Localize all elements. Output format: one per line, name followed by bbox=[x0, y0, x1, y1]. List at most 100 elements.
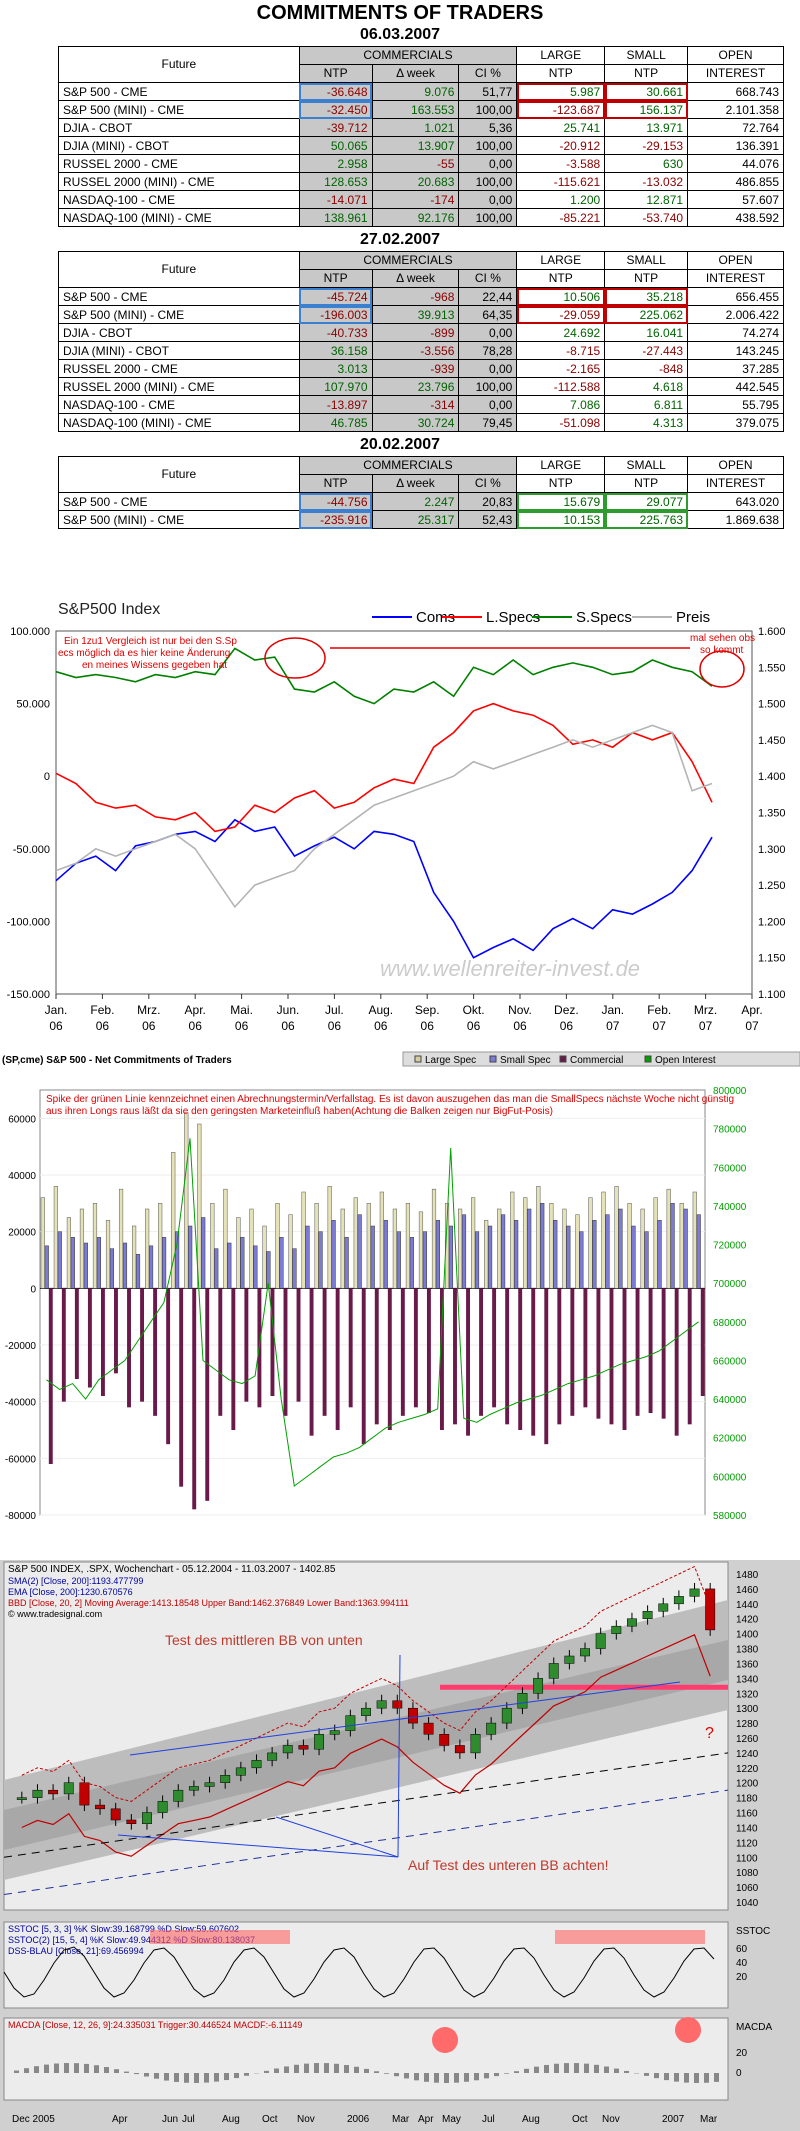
y-tick-label: 1300 bbox=[736, 1704, 759, 1715]
bar-large-spec bbox=[236, 1217, 241, 1289]
y-tick-label: 1220 bbox=[736, 1764, 759, 1775]
y-tick-label: 100.000 bbox=[10, 626, 50, 638]
table-row: DJIA - CBOT -40.733 -899 0,00 24.692 16.041 74… bbox=[58, 323, 784, 342]
bar-commercial bbox=[505, 1288, 510, 1425]
y2-tick-label: 740000 bbox=[713, 1202, 747, 1213]
candle-body bbox=[517, 1693, 528, 1709]
bar-commercial bbox=[166, 1288, 171, 1445]
x-tick-label: Oct bbox=[572, 2114, 588, 2125]
bar-small-spec bbox=[96, 1237, 101, 1289]
cell-ntp: 50.065 bbox=[298, 136, 373, 155]
annotation-bb-mid: Test des mittleren BB von unten bbox=[165, 1632, 363, 1648]
cell-ci: 78,28 bbox=[458, 341, 518, 360]
table-row: DJIA - CBOT -39.712 1.021 5,36 25.741 13.971 7… bbox=[58, 118, 784, 137]
bar-commercial bbox=[635, 1288, 640, 1416]
bar-commercial bbox=[557, 1288, 562, 1425]
sstoc-panel bbox=[3, 1921, 729, 2009]
legend-line: SMA(2) [Close, 200]:1193.477799 bbox=[8, 1576, 143, 1586]
table-row: NASDAQ-100 (MINI) - CME 138.961 92.176 100,… bbox=[58, 208, 784, 227]
bar-small-spec bbox=[279, 1237, 284, 1289]
sstoc-line bbox=[3, 1946, 715, 1998]
bar-commercial bbox=[700, 1288, 705, 1396]
table-row: RUSSEL 2000 - CME 3.013 -939 0,00 -2.165 -848… bbox=[58, 359, 784, 378]
cell-dweek: 23.796 bbox=[371, 377, 460, 396]
macd-hist-bar bbox=[74, 2063, 79, 2073]
cell-large: 1.200 bbox=[516, 190, 606, 209]
cell-ntp: -36.648 bbox=[298, 82, 373, 101]
col-ntp: NTP bbox=[298, 474, 373, 493]
macd-legend: MACDA [Close, 12, 26, 9]:24.335031 Trigg… bbox=[8, 2020, 302, 2030]
macd-hist-bar bbox=[104, 2067, 109, 2073]
col-future: Future bbox=[58, 46, 300, 83]
table-date: 20.02.2007 bbox=[359, 436, 441, 453]
cell-ci: 20,83 bbox=[458, 492, 518, 511]
sstoc-tick: 60 bbox=[736, 1944, 748, 1955]
candle-body bbox=[142, 1812, 152, 1824]
cell-large: -115.621 bbox=[516, 172, 606, 191]
x-tick-label: Mar bbox=[700, 2114, 718, 2125]
cell-large: 7.086 bbox=[516, 395, 606, 414]
y-tick-label: 1080 bbox=[736, 1868, 759, 1879]
legend-label: Commercial bbox=[570, 1055, 623, 1066]
macd-hist-bar bbox=[84, 2063, 89, 2073]
legend-label: Small Spec bbox=[500, 1055, 551, 1066]
bar-large-spec bbox=[614, 1186, 619, 1289]
macd-hist-bar bbox=[624, 2070, 629, 2073]
cell-future: S&P 500 - CME bbox=[58, 492, 300, 511]
macd-hist-bar bbox=[574, 2063, 579, 2073]
y2-tick-label: 1.200 bbox=[758, 916, 786, 928]
sstoc-highlight bbox=[555, 1930, 705, 1944]
y-tick-label: -40000 bbox=[5, 1398, 37, 1409]
macd-hist-bar bbox=[414, 2073, 419, 2081]
bar-commercial bbox=[531, 1288, 536, 1436]
legend-line: EMA [Close, 200]:1230.670576 bbox=[8, 1587, 133, 1597]
bar-large-spec bbox=[458, 1208, 463, 1289]
macd-hist-bar bbox=[204, 2073, 209, 2083]
cell-oi: 379.075 bbox=[687, 413, 784, 432]
x-tick-label: Mar bbox=[392, 2114, 410, 2125]
cell-future: S&P 500 (MINI) - CME bbox=[58, 510, 300, 529]
macd-hist-bar bbox=[594, 2064, 599, 2073]
macd-title: MACDA bbox=[736, 2022, 772, 2033]
bar-small-spec bbox=[305, 1225, 310, 1289]
macd-hist-bar bbox=[124, 2071, 129, 2073]
bar-large-spec bbox=[640, 1208, 645, 1289]
bar-commercial bbox=[400, 1288, 405, 1416]
x-tick-label: Apr bbox=[418, 2114, 434, 2125]
col-ntp: NTP bbox=[298, 269, 373, 288]
cell-dweek: -939 bbox=[371, 359, 460, 378]
macd-hist-bar bbox=[704, 2073, 709, 2083]
bar-large-spec bbox=[353, 1197, 358, 1289]
col-large-ntp: NTP bbox=[516, 64, 606, 83]
candle-body bbox=[580, 1648, 590, 1657]
y2-tick-label: 1.600 bbox=[758, 626, 786, 638]
bar-small-spec bbox=[109, 1248, 115, 1289]
bar-commercial bbox=[492, 1288, 497, 1408]
cell-large: -29.059 bbox=[516, 305, 606, 324]
col-small-ntp: NTP bbox=[604, 474, 689, 493]
cell-dweek: 163.553 bbox=[371, 100, 460, 119]
macd-hist-bar bbox=[134, 2073, 139, 2075]
y-tick-label: 60000 bbox=[8, 1114, 36, 1125]
bar-commercial bbox=[479, 1288, 484, 1416]
y-tick-label: 1400 bbox=[736, 1630, 759, 1641]
bar-small-spec bbox=[253, 1245, 258, 1289]
macd-hist-bar bbox=[364, 2068, 369, 2073]
x-tick-year: 06 bbox=[142, 1019, 156, 1033]
bar-small-spec bbox=[644, 1231, 649, 1289]
annotation-note: Ein 1zu1 Vergleich ist nur bei den S.Sp e… bbox=[58, 636, 237, 671]
sstoc-title: SSTOC bbox=[736, 1926, 770, 1937]
col-small-ntp: NTP bbox=[604, 269, 689, 288]
bar-small-spec bbox=[175, 1231, 180, 1289]
bar-commercial bbox=[387, 1288, 392, 1430]
x-tick-label: Mai. bbox=[230, 1003, 253, 1017]
candle-body bbox=[533, 1678, 544, 1694]
bar-small-spec bbox=[370, 1225, 375, 1289]
cell-future: RUSSEL 2000 (MINI) - CME bbox=[58, 172, 300, 191]
bar-large-spec bbox=[197, 1123, 202, 1289]
col-interest: INTEREST bbox=[687, 269, 784, 288]
cell-ntp: 107.970 bbox=[298, 377, 373, 396]
series-line-preis bbox=[55, 724, 713, 909]
macd-hist-bar bbox=[684, 2073, 689, 2083]
bar-large-spec bbox=[510, 1191, 515, 1289]
